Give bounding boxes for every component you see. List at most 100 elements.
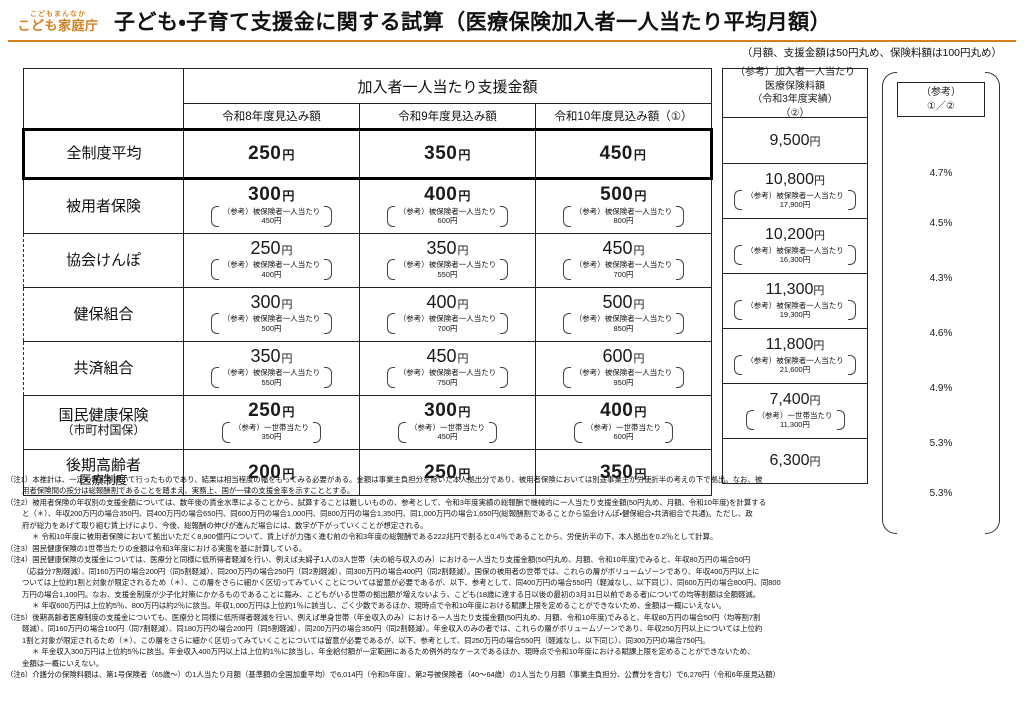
- reference-label: （参考）被保険者一人当たり: [398, 260, 497, 270]
- reference-value: 500円: [261, 323, 282, 333]
- footnote-text: 用者保険間の按分は総報酬割であることを踏まえ、実務上、国が一律の支援金率を示すこ…: [22, 486, 355, 496]
- ratio-column: （参考） ①／② 4.7% 4.5% 4.3% 4.6% 4.9% 5.3% 5…: [882, 68, 1000, 516]
- ratio-cell-kyokai: 4.3%: [929, 273, 953, 284]
- yen-unit: 円: [282, 188, 295, 203]
- yen-unit: 円: [457, 299, 469, 312]
- reference-label: （参考）被保険者一人当たり: [222, 260, 321, 270]
- reference-value: 21,600円: [779, 365, 811, 374]
- premium-header-line-4: （②）: [780, 107, 810, 119]
- table-body: 全制度平均 250円 350円 450円 被用者保険 300円 （参考）被保険者…: [22, 128, 713, 496]
- premium-column: （参考）加入者一人当たり 医療保険料額 （令和3年度実績） （②） 9,500円…: [722, 67, 868, 484]
- yen-unit: 円: [458, 466, 471, 481]
- footnotes: （注1）本推計は、一定の仮定を置いて行ったものであり、結果は相当程度の幅をもって…: [6, 474, 1020, 680]
- cell-average-r9: 350円: [359, 128, 536, 180]
- yen-unit: 円: [633, 299, 645, 312]
- rounding-note: （月額、支援金額は50円丸め、保険料額は100円丸め）: [741, 47, 1002, 59]
- yen-unit: 円: [634, 188, 647, 203]
- yen-unit: 円: [813, 229, 825, 242]
- value-text: 400: [426, 292, 457, 313]
- yen-unit: 円: [809, 135, 821, 148]
- footnote-line: 万円の場合1,100円。なお、支援金制度が少子化対策にかかるものであることに鑑み…: [6, 589, 1020, 600]
- footnote-text: （注5）後期高齢者医療制度の支援金についても、医療分と同様に低所得者軽減を行い、…: [6, 612, 761, 622]
- yen-unit: 円: [813, 174, 825, 187]
- reference-label: （参考）一世帯当たり: [757, 410, 833, 420]
- reference-note: （参考）被保険者一人当たり 500円: [209, 313, 335, 334]
- row-label-sub: 医療制度: [79, 473, 128, 488]
- footnote-text: （注3）国民健康保険の1世帯当たりの金額は令和3年度における実態を基に計算してい…: [6, 543, 307, 553]
- value-text: 6,300: [769, 452, 810, 469]
- cell-employee-r8: 300円 （参考）被保険者一人当たり 450円: [183, 178, 360, 234]
- reference-note: （参考）被保険者一人当たり 16,300円: [732, 244, 858, 266]
- yen-unit: 円: [633, 148, 647, 162]
- ratio-cell-kyosai: 4.9%: [929, 383, 953, 394]
- value-text: 250: [248, 143, 282, 164]
- reference-label: （参考）一世帯当たり: [410, 422, 485, 432]
- footnote-text: ＊ 令和10年度に被用者保険において拠出いただく8,900億円について、賃上げが…: [32, 532, 718, 542]
- reference-note: （参考）被保険者一人当たり 450円: [209, 205, 335, 227]
- reference-label: （参考）被保険者一人当たり: [746, 355, 844, 365]
- ratio-cell-koki: 5.3%: [929, 488, 953, 499]
- value-text: 400: [600, 399, 634, 421]
- support-amount-table: 加入者一人当たり支援金額 令和8年度見込み額 令和9年度見込み額 令和10年度見…: [22, 68, 713, 496]
- reference-note: （参考）一世帯当たり 450円: [396, 421, 499, 443]
- yen-unit: 円: [634, 404, 647, 419]
- footnote-line: （注5）後期高齢者医療制度の支援金についても、医療分と同様に低所得者軽減を行い、…: [6, 612, 1020, 623]
- cell-kokuho-r9: 300円 （参考）一世帯当たり 450円: [359, 395, 536, 450]
- footnote-line: ＊ 令和10年度に被用者保険において拠出いただく8,900億円について、賃上げが…: [6, 531, 1020, 542]
- footnote-text: （応益分7割軽減）、同160万円の場合200円（同5割軽減）、同200万円の場合…: [22, 566, 760, 576]
- reference-value: 700円: [437, 323, 458, 333]
- row-label-sub: （市町村国保）: [61, 423, 146, 438]
- footnote-line: ＊ 年収600万円は上位約5％、800万円は約2％に該当。年収1,000万円は上…: [6, 600, 1020, 611]
- premium-header-line-1: （参考）加入者一人当たり: [735, 67, 855, 78]
- yen-unit: 円: [281, 245, 293, 258]
- value-text: 350: [250, 346, 281, 367]
- yen-unit: 円: [634, 466, 647, 481]
- reference-note: （参考）被保険者一人当たり 550円: [209, 367, 335, 388]
- table-row-kenpo-kumiai: 健保組合 300円 （参考）被保険者一人当たり 500円 400円 （参考）被保…: [23, 287, 712, 342]
- cell-kyokai-r8: 250円 （参考）被保険者一人当たり 400円: [183, 233, 360, 288]
- footnote-line: （注1）本推計は、一定の仮定を置いて行ったものであり、結果は相当程度の幅をもって…: [6, 474, 1020, 485]
- value-text: 300: [250, 292, 281, 313]
- yen-unit: 円: [809, 394, 821, 407]
- ratio-cell-average: 4.7%: [929, 167, 953, 179]
- ratio-cell-kokuho: 5.3%: [929, 438, 953, 449]
- cell-koki-r10: 350円: [535, 449, 712, 496]
- cell-kyosai-r10: 600円 （参考）被保険者一人当たり 950円: [535, 341, 712, 396]
- cell-kokuho-r10: 400円 （参考）一世帯当たり 600円: [535, 395, 712, 450]
- reference-label: （参考）被保険者一人当たり: [574, 314, 673, 324]
- reference-label: （参考）被保険者一人当たり: [574, 260, 673, 270]
- row-label-main: 後期高齢者: [65, 456, 141, 474]
- footnote-line: と（＊）、年収200万円の場合350円、同400万円の場合650円、同600万円…: [6, 508, 1020, 519]
- footnote-text: （注1）本推計は、一定の仮定を置いて行ったものであり、結果は相当程度の幅をもって…: [6, 475, 763, 484]
- value-text: 250: [424, 461, 458, 483]
- reference-value: 850円: [613, 323, 634, 333]
- value-text: 10,200: [765, 225, 814, 243]
- subtitle-row: （月額、支援金額は50円丸め、保険料額は100円丸め）: [0, 42, 1024, 62]
- reference-value: 800円: [613, 216, 634, 226]
- premium-header-line-2: 医療保険料額: [765, 80, 825, 92]
- reference-value: 750円: [437, 377, 458, 387]
- reference-note: （参考）一世帯当たり 11,300円: [744, 409, 847, 431]
- value-text: 450: [602, 238, 633, 259]
- cell-employee-r10: 500円 （参考）被保険者一人当たり 800円: [535, 178, 712, 234]
- yen-unit: 円: [282, 466, 295, 481]
- reference-value: 350円: [261, 432, 282, 442]
- yen-unit: 円: [813, 284, 825, 297]
- cell-kyosai-r8: 350円 （参考）被保険者一人当たり 550円: [183, 341, 360, 396]
- table-corner-cell: [23, 68, 184, 130]
- value-text: 200: [248, 461, 282, 483]
- footnote-text: 府が総力をあげて取り組む賃上げにより、今後、総報酬の伸びが進んだ場合には、数字が…: [22, 520, 428, 530]
- footnote-text: と（＊）、年収200万円の場合350円、同400万円の場合650円、同600万円…: [22, 509, 753, 519]
- reference-value: 550円: [437, 269, 458, 279]
- value-text: 450: [599, 143, 633, 164]
- footnote-line: 1割と対象が限定されるため（＊）、この層をさらに細かく区切ってみていくことについ…: [6, 635, 1020, 646]
- value-text: 250: [248, 399, 282, 421]
- footnote-text: ついては上位約1割と対象が限定されるため（＊）、この層をさらに細かく区切ってみて…: [22, 578, 781, 588]
- reference-note: （参考）被保険者一人当たり 750円: [385, 367, 511, 388]
- value-text: 7,400: [769, 390, 810, 408]
- yen-unit: 円: [458, 188, 471, 203]
- footnote-text: 金額は一概にいえない。: [22, 658, 104, 668]
- agency-logo-name: こども家庭庁: [17, 17, 99, 33]
- cell-kokuho-r8: 250円 （参考）一世帯当たり 350円: [183, 395, 360, 450]
- footnote-text: （注2）被用者保険の年収別の支援金額については、数年後の賃金水準によることから、…: [6, 497, 767, 507]
